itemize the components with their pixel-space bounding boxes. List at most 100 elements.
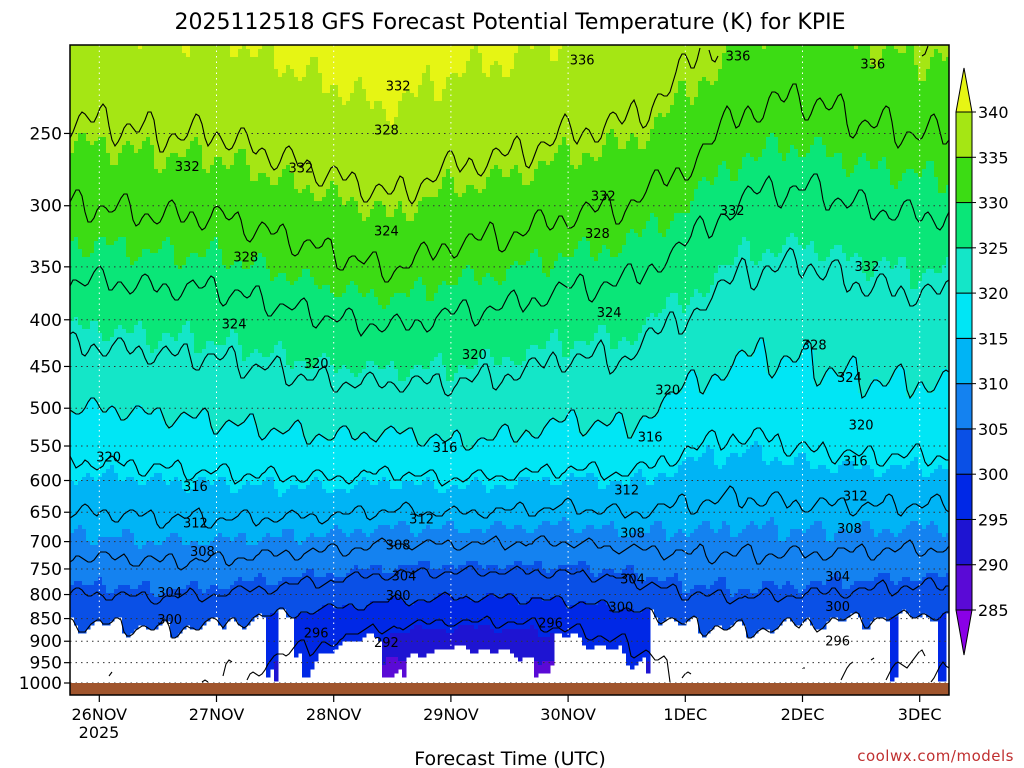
fill-cell bbox=[730, 265, 735, 366]
fill-cell bbox=[662, 473, 667, 530]
fill-cell bbox=[174, 477, 179, 534]
fill-cell bbox=[210, 341, 215, 430]
fill-cell bbox=[710, 45, 715, 86]
fill-cell bbox=[482, 597, 487, 626]
fill-cell bbox=[398, 521, 403, 566]
fill-cell bbox=[230, 265, 235, 330]
fill-cell bbox=[730, 537, 735, 598]
fill-cell bbox=[762, 253, 767, 342]
fill-cell bbox=[438, 593, 443, 630]
fill-cell bbox=[134, 153, 139, 262]
fill-cell bbox=[342, 605, 347, 642]
colorbar-swatch bbox=[955, 337, 973, 385]
fill-cell bbox=[506, 357, 511, 426]
fill-cell bbox=[818, 261, 823, 386]
fill-cell bbox=[746, 525, 751, 590]
colorbar-label: 330 bbox=[978, 194, 1009, 213]
fill-cell bbox=[250, 265, 255, 354]
fill-cell bbox=[658, 581, 663, 626]
fill-cell bbox=[598, 529, 603, 574]
fill-cell bbox=[426, 369, 431, 442]
fill-cell bbox=[946, 533, 949, 574]
fill-cell bbox=[638, 581, 643, 614]
fill-cell bbox=[894, 369, 899, 466]
fill-cell bbox=[218, 477, 223, 534]
fill-cell bbox=[846, 533, 851, 590]
fill-cell bbox=[498, 45, 503, 66]
fill-cell bbox=[458, 365, 463, 434]
fill-cell bbox=[486, 45, 491, 78]
fill-cell bbox=[158, 341, 163, 410]
fill-cell bbox=[906, 525, 911, 578]
fill-cell bbox=[782, 245, 787, 358]
fill-cell bbox=[906, 397, 911, 466]
fill-cell bbox=[282, 493, 287, 530]
fill-cell bbox=[94, 321, 99, 402]
fill-cell bbox=[514, 561, 519, 598]
fill-cell bbox=[702, 585, 707, 638]
fill-cell bbox=[762, 525, 767, 582]
y-tick-label: 1000 bbox=[19, 674, 62, 694]
fill-cell bbox=[106, 153, 111, 246]
fill-cell bbox=[430, 45, 435, 82]
fill-cell bbox=[462, 45, 467, 74]
fill-cell bbox=[622, 45, 627, 150]
fill-cell bbox=[822, 377, 827, 466]
fill-cell bbox=[122, 45, 127, 146]
contour-label: 332 bbox=[720, 204, 745, 219]
fill-cell bbox=[154, 349, 159, 410]
fill-cell bbox=[498, 569, 503, 598]
fill-cell bbox=[130, 413, 135, 478]
fill-cell bbox=[286, 281, 291, 366]
fill-cell bbox=[870, 581, 875, 622]
fill-cell bbox=[522, 529, 527, 566]
fill-cell bbox=[294, 421, 299, 486]
fill-cell bbox=[694, 373, 699, 462]
fill-cell bbox=[394, 569, 399, 598]
fill-cell bbox=[402, 661, 407, 678]
fill-cell bbox=[122, 329, 127, 422]
fill-cell bbox=[858, 469, 863, 526]
y-axis: 2503003504004505005506006507007508008509… bbox=[19, 124, 70, 694]
fill-cell bbox=[390, 425, 395, 490]
fill-cell bbox=[614, 413, 619, 482]
fill-cell bbox=[538, 257, 543, 350]
fill-cell bbox=[170, 245, 175, 338]
fill-cell bbox=[922, 477, 927, 530]
fill-cell bbox=[598, 489, 603, 530]
fill-cell bbox=[74, 581, 79, 626]
fill-cell bbox=[302, 189, 307, 270]
fill-cell bbox=[646, 609, 651, 662]
fill-cell bbox=[890, 533, 895, 582]
fill-cell bbox=[638, 613, 643, 662]
fill-cell bbox=[270, 537, 275, 586]
contour-label: 296 bbox=[304, 627, 329, 642]
fill-cell bbox=[182, 45, 187, 54]
fill-cell bbox=[806, 153, 811, 246]
fill-cell bbox=[394, 525, 399, 570]
contour-label: 320 bbox=[849, 418, 874, 433]
fill-cell bbox=[422, 629, 427, 658]
fill-cell bbox=[374, 565, 379, 602]
fill-cell bbox=[514, 261, 519, 366]
fill-cell bbox=[186, 257, 191, 322]
fill-cell bbox=[590, 45, 595, 158]
fill-cell bbox=[238, 345, 243, 426]
fill-cell bbox=[498, 485, 503, 522]
fill-cell bbox=[158, 249, 163, 342]
fill-cell bbox=[834, 533, 839, 574]
fill-cell bbox=[106, 537, 111, 594]
fill-cell bbox=[594, 577, 599, 606]
fill-cell bbox=[238, 261, 243, 346]
fill-cell bbox=[610, 129, 615, 258]
fill-cell bbox=[398, 565, 403, 598]
fill-cell bbox=[170, 481, 175, 534]
fill-cell bbox=[262, 173, 267, 258]
fill-cell bbox=[666, 297, 671, 394]
fill-cell bbox=[862, 397, 867, 466]
fill-cell bbox=[274, 585, 279, 614]
fill-cell bbox=[394, 45, 399, 118]
fill-cell bbox=[802, 453, 807, 534]
colorbar-swatch bbox=[955, 111, 973, 158]
fill-cell bbox=[230, 165, 235, 266]
